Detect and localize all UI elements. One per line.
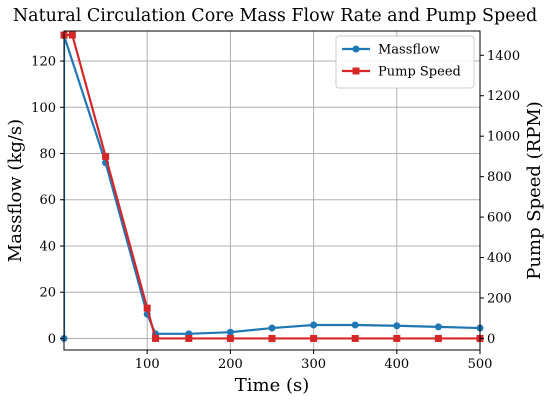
x-tick-label: 500 [468, 357, 493, 372]
series-point [393, 334, 401, 342]
series-point [351, 321, 359, 329]
series-point [226, 328, 234, 336]
legend: Massflow Pump Speed [335, 35, 475, 89]
chart-title: Natural Circulation Core Mass Flow Rate … [13, 6, 537, 26]
series-point [68, 31, 76, 39]
y-axis-label: Massflow (kg/s) [5, 119, 26, 262]
x-tick-label: 200 [218, 357, 243, 372]
x-tick-label: 300 [301, 357, 326, 372]
legend-box [335, 35, 475, 89]
plot-frame [63, 30, 481, 351]
series-point [268, 324, 276, 332]
series-point [434, 334, 442, 342]
x-axis-label: Time (s) [235, 375, 310, 396]
y2-tick-label: 600 [487, 211, 512, 226]
series-point [185, 334, 193, 342]
legend-marker [352, 45, 360, 53]
y-tick-label: 120 [31, 55, 56, 70]
series-point [351, 334, 359, 342]
y2-tick-label: 1400 [487, 49, 520, 64]
series-point [152, 334, 160, 342]
y-tick-label: 60 [39, 193, 56, 208]
y2-tick-label: 400 [487, 251, 512, 266]
y2-axis-label: Pump Speed (RPM) [524, 101, 545, 280]
series-point [310, 321, 318, 329]
y2-tick-label: 200 [487, 291, 512, 306]
series-point [310, 334, 318, 342]
y2-tick-label: 800 [487, 170, 512, 185]
legend-label: Pump Speed [378, 65, 461, 80]
y-tick-label: 100 [31, 101, 56, 116]
y2-tick-label: 1200 [487, 89, 520, 104]
y-tick-label: 20 [39, 286, 56, 301]
axis-ticks: 100 200 300 400 5000204060801001200200400600… [31, 49, 520, 372]
series-point [226, 334, 234, 342]
x-tick-label: 400 [384, 357, 409, 372]
legend-label: Massflow [378, 43, 440, 58]
legend-marker [352, 67, 360, 75]
series-point [143, 304, 151, 312]
legend-items: Massflow Pump Speed [342, 43, 461, 80]
y-tick-label: 0 [48, 332, 56, 347]
series-point [393, 322, 401, 330]
y2-tick-label: 0 [487, 332, 495, 347]
y2-tick-label: 1000 [487, 130, 520, 145]
x-tick-label: 100 [135, 357, 160, 372]
y-tick-label: 80 [39, 147, 56, 162]
series-point [102, 152, 110, 160]
series-point [268, 334, 276, 342]
y-tick-label: 40 [39, 239, 56, 254]
series-point [434, 323, 442, 331]
